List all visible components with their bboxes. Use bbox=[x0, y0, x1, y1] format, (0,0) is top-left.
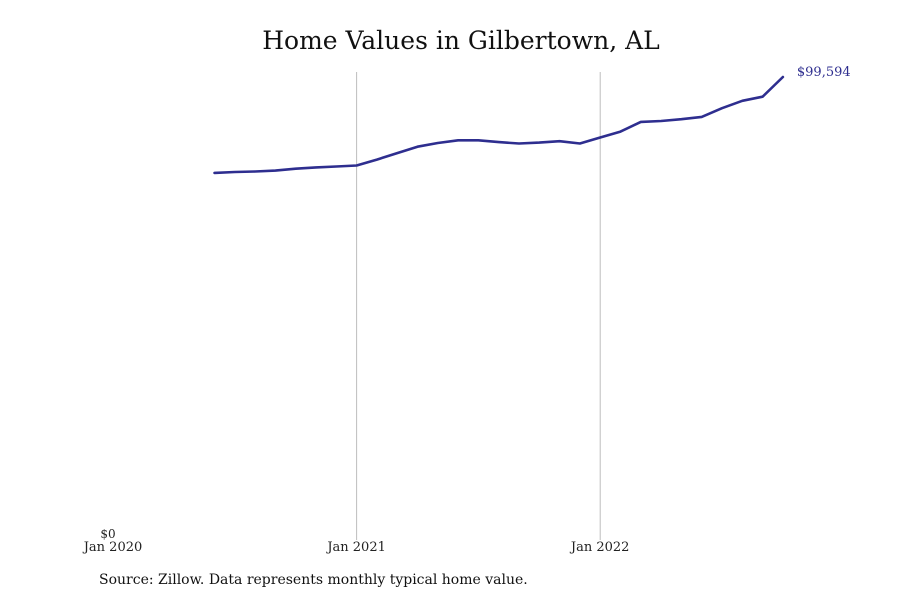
x-tick-label: Jan 2021 bbox=[325, 540, 386, 555]
label-layer: Jan 2020 Jan 2021 Jan 2022 $0 $99,594 bbox=[82, 65, 851, 555]
end-value-label: $99,594 bbox=[797, 65, 851, 80]
x-tick-label: Jan 2022 bbox=[569, 540, 630, 555]
y-tick-label: $0 bbox=[100, 527, 115, 541]
gridlines bbox=[356, 72, 601, 540]
series-line bbox=[213, 75, 785, 175]
series-layer bbox=[213, 75, 785, 175]
source-note: Source: Zillow. Data represents monthly … bbox=[99, 572, 528, 588]
x-tick-label: Jan 2020 bbox=[82, 540, 143, 555]
chart-title: Home Values in Gilbertown, AL bbox=[262, 26, 660, 55]
